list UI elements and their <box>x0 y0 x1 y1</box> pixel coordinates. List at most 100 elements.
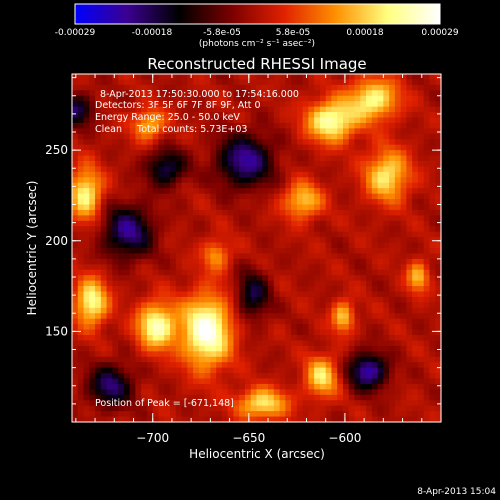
heatmap-cell <box>268 356 275 363</box>
heatmap-cell <box>337 188 344 195</box>
heatmap-cell <box>210 351 217 358</box>
heatmap-cell <box>262 155 269 162</box>
heatmap-cell <box>325 329 333 336</box>
heatmap-cell <box>170 150 177 157</box>
heatmap-cell <box>319 356 327 363</box>
heatmap-cell <box>331 193 338 200</box>
heatmap-cell <box>371 400 379 407</box>
heatmap-cell <box>400 155 408 162</box>
heatmap-cell <box>279 405 286 412</box>
heatmap-cell <box>106 188 113 195</box>
heatmap-cell <box>279 258 286 265</box>
heatmap-cell <box>291 296 298 303</box>
heatmap-cell <box>406 258 413 265</box>
heatmap-cell <box>377 90 384 97</box>
heatmap-cell <box>423 220 431 227</box>
heatmap-cell <box>193 356 200 363</box>
heatmap-cell <box>412 389 419 396</box>
heatmap-cell <box>389 133 396 140</box>
heatmap-cell <box>348 117 356 124</box>
heatmap-cell <box>279 296 286 303</box>
heatmap-cell <box>285 122 292 129</box>
heatmap-cell <box>123 416 131 423</box>
heatmap-cell <box>268 133 275 140</box>
heatmap-cell <box>204 258 211 265</box>
heatmap-cell <box>233 389 240 396</box>
heatmap-cell <box>164 150 171 157</box>
heatmap-cell <box>146 209 154 216</box>
heatmap-cell <box>175 335 183 342</box>
heatmap-cell <box>118 155 125 162</box>
heatmap-cell <box>423 95 431 102</box>
heatmap-cell <box>106 237 113 244</box>
heatmap-cell <box>371 383 379 390</box>
heatmap-cell <box>296 188 304 195</box>
heatmap-cell <box>112 242 119 249</box>
heatmap-cell <box>152 226 160 233</box>
heatmap-cell <box>123 171 131 178</box>
heatmap-cell <box>170 209 177 216</box>
heatmap-cell <box>354 351 361 358</box>
heatmap-cell <box>89 351 96 358</box>
heatmap-cell <box>314 324 321 331</box>
heatmap-cell <box>72 335 79 342</box>
heatmap-cell <box>366 280 373 287</box>
heatmap-cell <box>325 139 333 146</box>
heatmap-cell <box>72 215 79 222</box>
heatmap-cell <box>279 74 286 81</box>
heatmap-cell <box>394 335 402 342</box>
heatmap-cell <box>233 291 240 298</box>
heatmap-cell <box>268 280 275 287</box>
heatmap-cell <box>135 302 142 309</box>
heatmap-cell <box>273 258 281 265</box>
heatmap-cell <box>216 161 223 168</box>
heatmap-cell <box>360 226 367 233</box>
heatmap-cell <box>371 84 379 91</box>
heatmap-cell <box>239 351 246 358</box>
heatmap-cell <box>319 155 327 162</box>
heatmap-cell <box>221 144 229 151</box>
heatmap-cell <box>233 204 240 211</box>
heatmap-cell <box>383 335 390 342</box>
heatmap-cell <box>377 128 384 135</box>
heatmap-cell <box>95 161 102 168</box>
heatmap-cell <box>210 362 217 369</box>
heatmap-cell <box>325 383 333 390</box>
heatmap-cell <box>331 248 338 255</box>
heatmap-cell <box>118 166 125 173</box>
heatmap-cell <box>337 150 344 157</box>
heatmap-cell <box>435 356 442 363</box>
heatmap-cell <box>244 182 252 189</box>
heatmap-cell <box>337 74 344 81</box>
heatmap-cell <box>377 296 384 303</box>
heatmap-cell <box>158 318 165 325</box>
heatmap-cell <box>221 313 229 320</box>
heatmap-cell <box>175 318 183 325</box>
heatmap-cell <box>389 139 396 146</box>
heatmap-cell <box>302 394 309 401</box>
heatmap-cell <box>239 171 246 178</box>
heatmap-cell <box>95 258 102 265</box>
heatmap-cell <box>354 79 361 86</box>
heatmap-cell <box>112 122 119 129</box>
heatmap-cell <box>227 275 235 282</box>
heatmap-cell <box>417 318 425 325</box>
heatmap-cell <box>400 286 408 293</box>
heatmap-cell <box>72 133 79 140</box>
heatmap-cell <box>250 329 258 336</box>
heatmap-cell <box>175 280 183 287</box>
heatmap-cell <box>89 400 96 407</box>
heatmap-cell <box>123 101 131 108</box>
heatmap-cell <box>193 329 200 336</box>
heatmap-cell <box>204 286 211 293</box>
heatmap-cell <box>95 215 102 222</box>
heatmap-cell <box>377 101 384 108</box>
heatmap-cell <box>181 101 188 108</box>
heatmap-cell <box>354 340 361 347</box>
heatmap-cell <box>164 356 171 363</box>
heatmap-cell <box>319 101 327 108</box>
heatmap-cell <box>262 112 269 119</box>
heatmap-cell <box>394 139 402 146</box>
heatmap-cell <box>308 362 315 369</box>
heatmap-cell <box>83 340 90 347</box>
